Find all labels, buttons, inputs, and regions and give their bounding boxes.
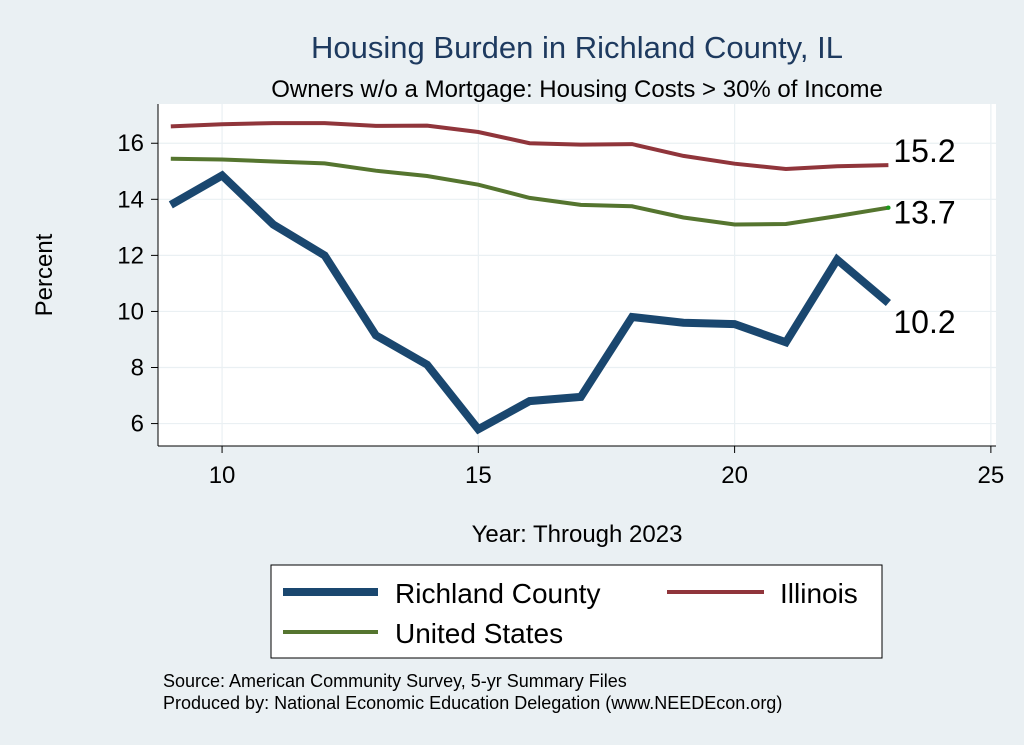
x-axis-label: Year: Through 2023 <box>472 521 683 548</box>
chart-title: Housing Burden in Richland County, IL <box>311 30 843 65</box>
y-tick-label: 14 <box>117 186 144 213</box>
legend-label-united-states: United States <box>395 618 563 649</box>
y-tick-label: 16 <box>117 130 144 157</box>
series-line-illinois <box>170 121 889 172</box>
x-tick-label: 25 <box>978 462 1005 489</box>
series-lines <box>168 121 891 435</box>
x-tick-label: 10 <box>209 462 236 489</box>
x-tick-label: 20 <box>721 462 748 489</box>
end-labels: 15.2 13.7 10.2 <box>886 133 956 340</box>
series-marker-united-states <box>886 205 891 210</box>
series-line-richland-county <box>168 170 891 435</box>
end-label-richland-county: 10.2 <box>893 304 955 340</box>
end-label-united-states: 13.7 <box>893 195 955 231</box>
legend-box <box>270 564 883 659</box>
x-tick-label: 15 <box>465 462 492 489</box>
y-tick-label: 6 <box>131 411 144 438</box>
y-tick-label: 8 <box>131 355 144 382</box>
chart-subtitle: Owners w/o a Mortgage: Housing Costs > 3… <box>271 76 883 103</box>
legend-label-richland-county: Richland County <box>395 578 600 609</box>
y-axis: 6 8 10 12 14 16 <box>117 130 158 438</box>
legend-label-illinois: Illinois <box>780 578 858 609</box>
y-tick-label: 12 <box>117 242 144 269</box>
series-line-united-states <box>170 156 889 227</box>
source-note: Source: American Community Survey, 5-yr … <box>163 671 627 691</box>
end-label-illinois: 15.2 <box>893 133 955 169</box>
y-tick-label: 10 <box>117 298 144 325</box>
legend: Richland County Illinois United States <box>283 578 858 649</box>
x-axis: 10 15 20 25 <box>209 446 1005 489</box>
producer-note: Produced by: National Economic Education… <box>163 693 782 713</box>
y-axis-label: Percent <box>31 233 58 316</box>
